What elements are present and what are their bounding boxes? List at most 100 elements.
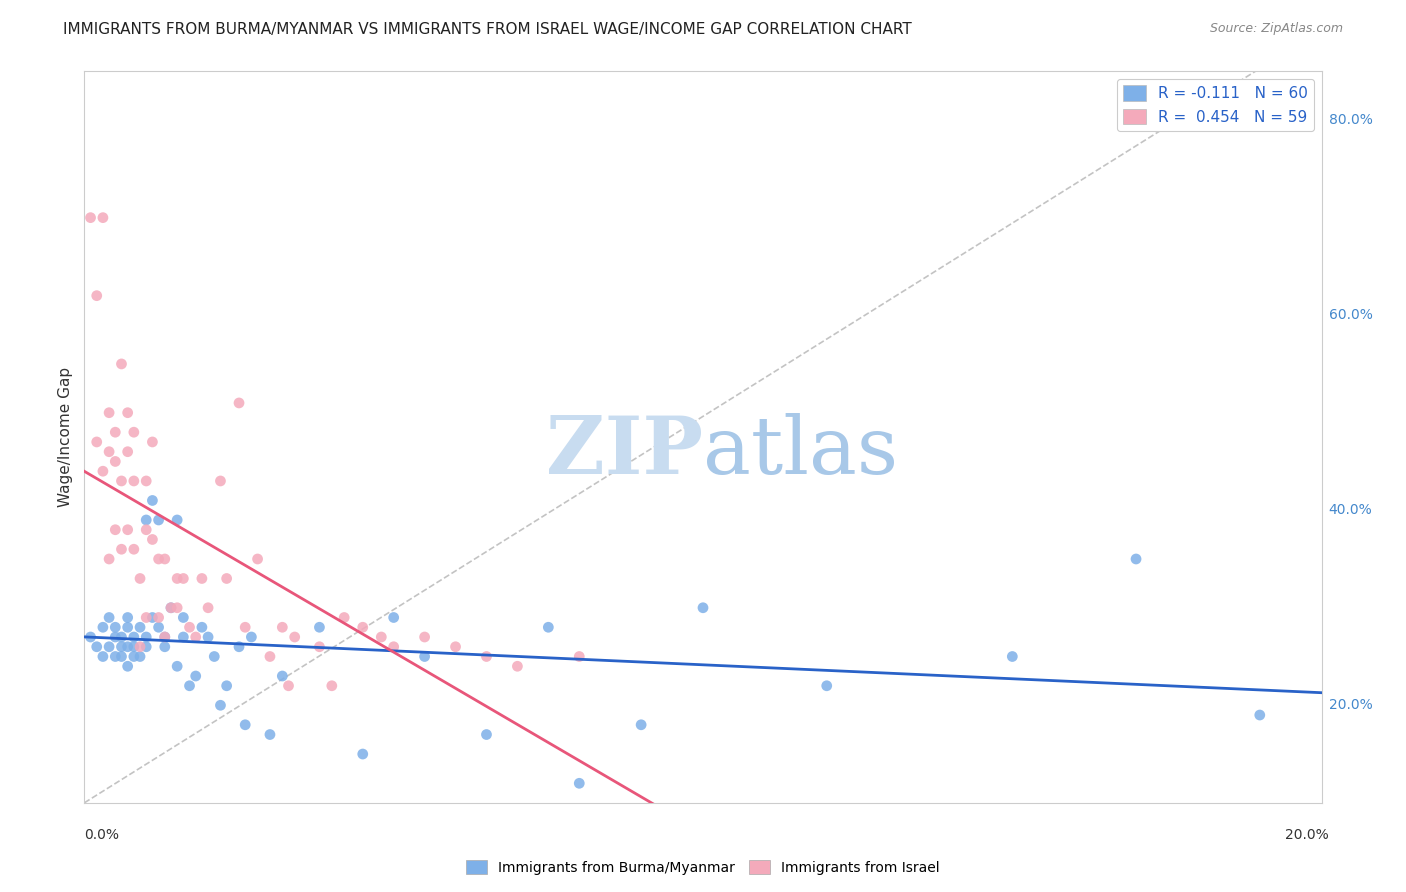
Point (98, 552, 121, 566)
Point (370, 630, 392, 644)
Text: 80.0%: 80.0% (1329, 113, 1372, 128)
Point (104, 630, 127, 644)
Point (153, 630, 176, 644)
Point (352, 620, 374, 634)
Point (308, 620, 330, 634)
Point (209, 698, 232, 713)
Point (122, 630, 145, 644)
Point (228, 396, 250, 410)
Point (117, 659, 139, 673)
Point (382, 610, 405, 624)
Point (1249, 708, 1271, 723)
Point (172, 572, 194, 586)
Point (692, 600, 714, 615)
Point (117, 406, 139, 420)
Point (352, 747, 374, 761)
Point (166, 659, 188, 673)
Point (148, 513, 170, 527)
Point (98, 610, 121, 624)
Point (86, 288, 108, 302)
Point (233, 620, 256, 634)
Point (110, 474, 132, 488)
Point (233, 718, 256, 732)
Point (215, 679, 238, 693)
Point (135, 523, 157, 537)
Point (129, 572, 152, 586)
Point (184, 669, 207, 683)
Point (110, 630, 132, 644)
Point (79, 211, 101, 225)
Point (153, 552, 176, 566)
Point (568, 649, 591, 664)
Point (209, 474, 232, 488)
Point (122, 474, 145, 488)
Point (98, 406, 121, 420)
Point (104, 649, 127, 664)
Point (104, 454, 127, 468)
Point (98, 640, 121, 654)
Text: atlas: atlas (703, 413, 898, 491)
Point (537, 620, 560, 634)
Point (91, 464, 114, 478)
Point (568, 776, 591, 790)
Point (104, 620, 127, 634)
Point (117, 640, 139, 654)
Point (141, 610, 163, 624)
Point (259, 649, 281, 664)
Y-axis label: Wage/Income Gap: Wage/Income Gap (58, 367, 73, 508)
Point (86, 640, 108, 654)
Point (122, 640, 145, 654)
Point (172, 630, 194, 644)
Point (98, 444, 121, 458)
Point (141, 434, 163, 449)
Point (815, 679, 838, 693)
Text: Source: ZipAtlas.com: Source: ZipAtlas.com (1209, 22, 1343, 36)
Point (129, 640, 152, 654)
Point (308, 640, 330, 654)
Point (117, 620, 139, 634)
Point (129, 620, 152, 634)
Point (179, 620, 201, 634)
Point (215, 572, 238, 586)
Point (79, 630, 101, 644)
Point (160, 600, 183, 615)
Point (160, 600, 183, 615)
Point (277, 679, 299, 693)
Point (135, 640, 157, 654)
Point (166, 600, 188, 615)
Point (246, 552, 269, 566)
Point (117, 610, 139, 624)
Point (135, 630, 157, 644)
Point (630, 718, 652, 732)
Point (148, 610, 170, 624)
Point (135, 474, 157, 488)
Text: 60.0%: 60.0% (1329, 308, 1372, 322)
Text: 20.0%: 20.0% (1329, 698, 1372, 713)
Point (197, 600, 219, 615)
Point (475, 727, 498, 741)
Point (104, 425, 127, 440)
Point (191, 572, 214, 586)
Point (240, 630, 263, 644)
Point (129, 649, 152, 664)
Point (1125, 552, 1147, 566)
Point (104, 523, 127, 537)
Legend: Immigrants from Burma/Myanmar, Immigrants from Israel: Immigrants from Burma/Myanmar, Immigrant… (461, 855, 945, 880)
Point (86, 434, 108, 449)
Point (122, 649, 145, 664)
Point (91, 649, 114, 664)
Point (413, 649, 436, 664)
Point (228, 640, 250, 654)
Point (179, 679, 201, 693)
Point (333, 610, 356, 624)
Point (110, 640, 132, 654)
Legend: R = -0.111   N = 60, R =  0.454   N = 59: R = -0.111 N = 60, R = 0.454 N = 59 (1116, 79, 1315, 131)
Point (135, 513, 157, 527)
Point (153, 630, 176, 644)
Point (141, 533, 163, 547)
Point (413, 630, 436, 644)
Point (91, 620, 114, 634)
Point (110, 542, 132, 557)
Point (166, 572, 188, 586)
Point (444, 640, 467, 654)
